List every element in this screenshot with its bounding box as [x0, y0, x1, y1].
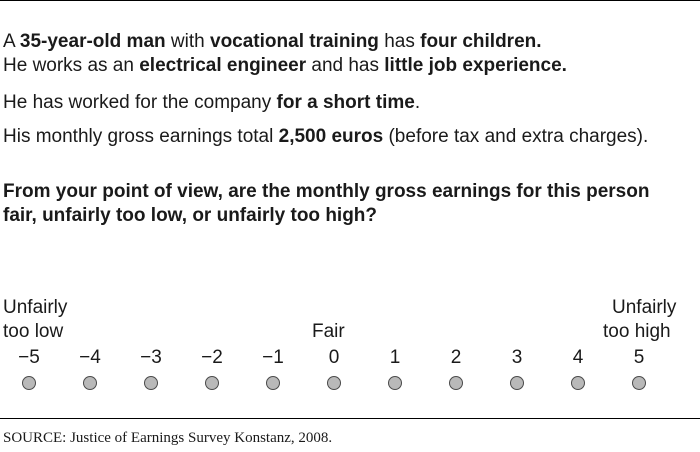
scale-radio-option[interactable]: [266, 376, 280, 390]
scale-radio-option[interactable]: [510, 376, 524, 390]
age-gender: 35-year-old man: [19, 31, 166, 52]
vignette-line-4: His monthly gross earnings total 2,500 e…: [3, 126, 649, 147]
scale-radio-option[interactable]: [205, 376, 219, 390]
scale-number: −2: [201, 347, 223, 368]
scale-radio-option[interactable]: [327, 376, 341, 390]
scale-number: 1: [389, 347, 401, 368]
bottom-rule: [0, 418, 700, 419]
right-anchor-line-2: too high: [603, 321, 671, 342]
top-rule: [0, 0, 700, 1]
experience: little job experience.: [384, 55, 567, 76]
vignette-line-1: A 35-year-old man with vocational traini…: [3, 31, 542, 52]
tenure: for a short time: [276, 92, 415, 113]
scale-number: 3: [511, 347, 523, 368]
scale-number: 0: [328, 347, 340, 368]
scale-radio-option[interactable]: [22, 376, 36, 390]
source-note: SOURCE: Justice of Earnings Survey Konst…: [3, 430, 333, 446]
scale-number: 5: [633, 347, 645, 368]
occupation: electrical engineer: [139, 55, 307, 76]
vignette-line-3: He has worked for the company for a shor…: [3, 92, 421, 113]
question-line-2: fair, unfairly too low, or unfairly too …: [3, 205, 378, 226]
scale-radio-option[interactable]: [571, 376, 585, 390]
scale-radio-option[interactable]: [632, 376, 646, 390]
scale-radio-option[interactable]: [388, 376, 402, 390]
scale-number: −1: [262, 347, 284, 368]
training: vocational training: [210, 31, 379, 52]
question-line-1: From your point of view, are the monthly…: [3, 181, 650, 202]
left-anchor-line-1: Unfairly: [3, 297, 68, 318]
earnings: 2,500 euros: [278, 126, 384, 147]
left-anchor-line-2: too low: [3, 321, 64, 342]
scale-number: −3: [140, 347, 162, 368]
scale-number: −4: [79, 347, 101, 368]
middle-anchor: Fair: [312, 321, 345, 342]
scale-number: 4: [572, 347, 584, 368]
children: four children.: [420, 31, 542, 52]
scale-radio-option[interactable]: [144, 376, 158, 390]
scale-radio-option[interactable]: [83, 376, 97, 390]
vignette-line-2: He works as an electrical engineer and h…: [3, 55, 567, 76]
scale-radio-option[interactable]: [449, 376, 463, 390]
scale-number: 2: [450, 347, 462, 368]
scale-number: −5: [18, 347, 40, 368]
right-anchor-line-1: Unfairly: [612, 297, 677, 318]
